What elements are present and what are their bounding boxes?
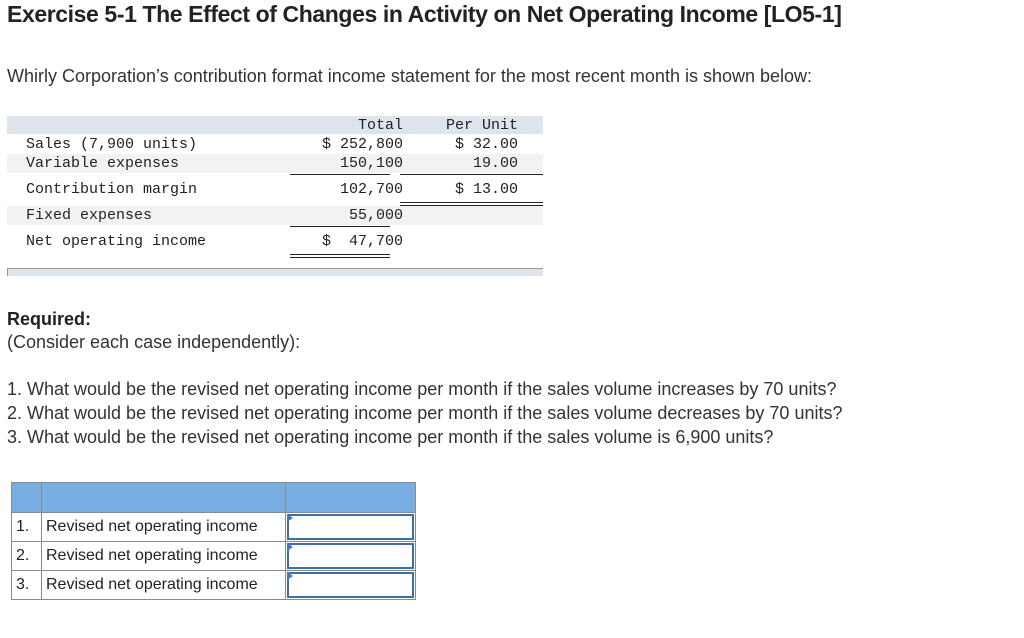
input-flag-icon (287, 514, 293, 522)
answer-input-1[interactable] (287, 514, 414, 540)
row-number: 1. (11, 512, 42, 542)
required-heading: Required: (7, 309, 92, 329)
answer-table: 1. Revised net operating income 2. Revis… (11, 482, 416, 600)
row-label: Fixed expenses (26, 207, 153, 224)
intro-text: Whirly Corporation’s contribution format… (7, 66, 813, 86)
row-total: 55,000 (348, 207, 403, 224)
question-3: 3. What would be the revised net operati… (7, 427, 774, 447)
statement-row-net-income: Net operating income $ 47,700 (7, 232, 543, 251)
row-number: 3. (11, 570, 42, 600)
total-header: Total (357, 117, 403, 134)
required-subheading: (Consider each case independently): (7, 332, 301, 352)
exercise-title: Exercise 5-1 The Effect of Changes in Ac… (7, 1, 842, 27)
underline (290, 226, 390, 227)
input-flag-icon (287, 572, 293, 580)
row-label: Revised net operating income (41, 512, 286, 542)
underline (400, 174, 543, 175)
row-per-unit: 19.00 (472, 155, 518, 172)
row-per-unit: $ 32.00 (454, 136, 518, 153)
statement-footer-bar (7, 268, 543, 276)
row-number: 2. (11, 541, 42, 571)
answer-row-1: 1. Revised net operating income (11, 512, 416, 542)
answer-input-2[interactable] (287, 543, 414, 569)
per-unit-header: Per Unit (445, 117, 518, 134)
answer-table-header (11, 482, 416, 513)
row-total: 102,700 (339, 181, 403, 198)
row-label: Contribution margin (26, 181, 198, 198)
question-2: 2. What would be the revised net operati… (7, 403, 843, 423)
row-label: Sales (7,900 units) (26, 136, 198, 153)
double-underline (400, 202, 543, 206)
question-list: 1. What would be the revised net operati… (7, 377, 842, 449)
row-per-unit: $ 13.00 (454, 181, 518, 198)
statement-row-variable: Variable expenses 150,100 19.00 (7, 154, 543, 173)
answer-row-2: 2. Revised net operating income (11, 541, 416, 571)
double-underline (290, 254, 390, 258)
answer-row-3: 3. Revised net operating income (11, 570, 416, 600)
answer-input-3[interactable] (287, 572, 414, 598)
row-total: 150,100 (339, 155, 403, 172)
row-total: $ 252,800 (321, 136, 403, 153)
statement-header-row: Total Per Unit (7, 116, 543, 134)
statement-row-contribution: Contribution margin 102,700 $ 13.00 (7, 180, 543, 199)
row-total: $ 47,700 (321, 233, 403, 250)
input-flag-icon (287, 543, 293, 551)
question-1: 1. What would be the revised net operati… (7, 379, 837, 399)
row-label: Revised net operating income (41, 541, 286, 571)
row-label: Net operating income (26, 233, 207, 250)
underline (290, 174, 390, 175)
row-label: Variable expenses (26, 155, 180, 172)
row-label: Revised net operating income (41, 570, 286, 600)
statement-row-sales: Sales (7,900 units) $ 252,800 $ 32.00 (7, 135, 543, 154)
statement-row-fixed: Fixed expenses 55,000 (7, 206, 543, 225)
